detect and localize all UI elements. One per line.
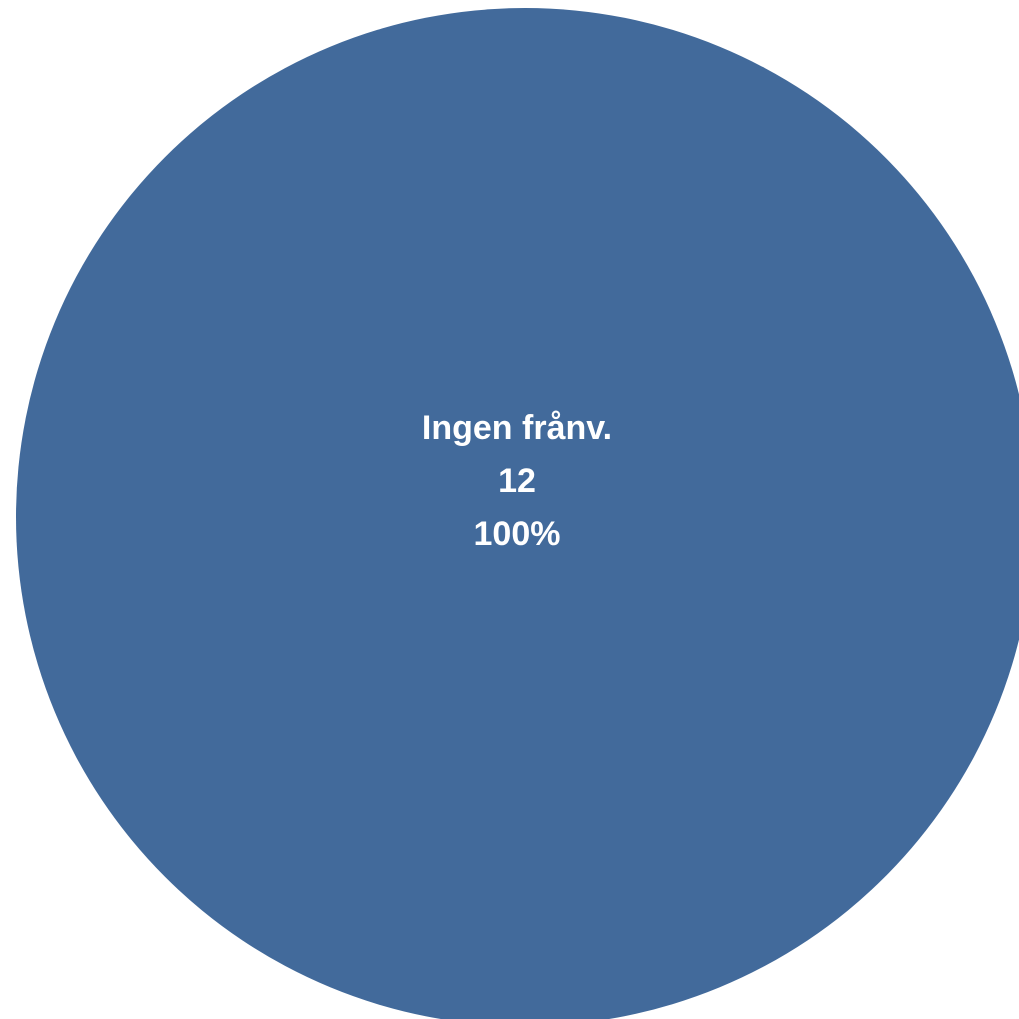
pie-slice-0 (16, 8, 1019, 1019)
slice-label-value: 12 (498, 462, 536, 500)
slice-labels: Ingen frånv. 12 100% (422, 409, 612, 553)
pie-slices (16, 8, 1019, 1019)
slice-label-percent: 100% (474, 515, 561, 553)
slice-label-category: Ingen frånv. (422, 409, 612, 447)
